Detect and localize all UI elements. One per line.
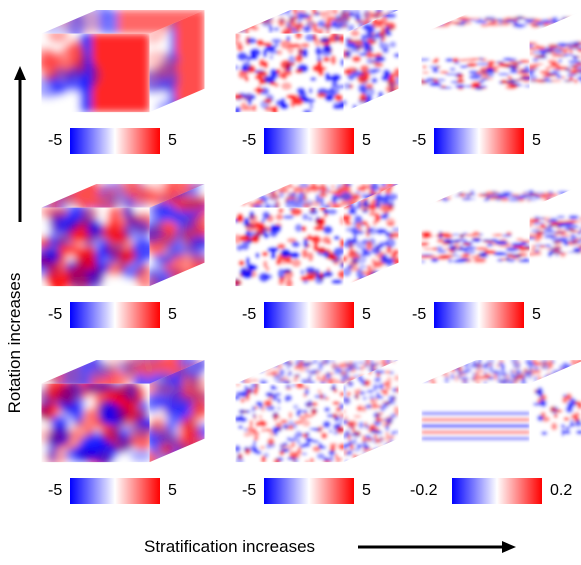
- simulation-cube: [421, 10, 581, 113]
- simulation-cube: [235, 184, 399, 287]
- colorbar-max-label: 5: [168, 306, 177, 323]
- colorbar-gradient: [434, 128, 524, 154]
- colorbar-min-label: -5: [48, 132, 63, 149]
- simulation-cube: [41, 10, 205, 113]
- colorbar-min-label: -5: [242, 132, 257, 149]
- colorbar-gradient: [264, 128, 354, 154]
- panel-r2-c2: -5 5: [224, 184, 414, 364]
- colorbar-min-label: -5: [242, 306, 257, 323]
- colorbar-gradient: [264, 302, 354, 328]
- colorbar-max-label: 5: [362, 482, 371, 499]
- colorbar-max-label: 0.2: [550, 482, 573, 499]
- simulation-cube: [421, 184, 581, 287]
- colorbar-max-label: 5: [168, 132, 177, 149]
- stratification-arrow-icon: [358, 541, 516, 553]
- colorbar-gradient: [70, 302, 160, 328]
- stratification-axis-label: Stratification increases: [144, 537, 316, 556]
- colorbar-max-label: 5: [362, 132, 371, 149]
- colorbar-gradient: [264, 478, 354, 504]
- colorbar-max-label: 5: [168, 482, 177, 499]
- panel-r3-c3: -0.2 0.2: [410, 360, 581, 540]
- colorbar-min-label: -5: [48, 482, 63, 499]
- colorbar-min-label: -5: [48, 306, 63, 323]
- simulation-cube: [421, 360, 581, 463]
- colorbar-max-label: 5: [532, 132, 541, 149]
- panel-r3-c1: -5 5: [30, 360, 220, 540]
- simulation-cube: [235, 360, 399, 463]
- colorbar-gradient: [452, 478, 542, 504]
- colorbar-min-label: -5: [242, 482, 257, 499]
- colorbar-min-label: -5: [412, 306, 427, 323]
- colorbar: -5 5: [48, 128, 212, 154]
- panel-r3-c2: -5 5: [224, 360, 414, 540]
- colorbar: -5 5: [242, 478, 406, 504]
- colorbar: -5 5: [412, 128, 576, 154]
- rotation-axis-label: Rotation increases: [5, 272, 24, 414]
- colorbar: -5 5: [48, 302, 212, 328]
- panel-r2-c1: -5 5: [30, 184, 220, 364]
- colorbar: -5 5: [242, 128, 406, 154]
- panel-r1-c3: -5 5: [410, 10, 581, 190]
- colorbar: -0.2 0.2: [410, 478, 581, 504]
- colorbar-gradient: [70, 478, 160, 504]
- colorbar-max-label: 5: [532, 306, 541, 323]
- colorbar: -5 5: [412, 302, 576, 328]
- rotation-arrow-icon: [14, 66, 26, 222]
- colorbar: -5 5: [242, 302, 406, 328]
- panel-r1-c2: -5 5: [224, 10, 414, 190]
- colorbar-min-label: -0.2: [410, 482, 438, 499]
- colorbar-gradient: [434, 302, 524, 328]
- colorbar-min-label: -5: [412, 132, 427, 149]
- colorbar-max-label: 5: [362, 306, 371, 323]
- colorbar: -5 5: [48, 478, 212, 504]
- panel-r1-c1: -5 5: [30, 10, 220, 190]
- colorbar-gradient: [70, 128, 160, 154]
- simulation-cube: [41, 184, 205, 287]
- simulation-cube: [41, 360, 205, 463]
- simulation-cube: [235, 10, 399, 113]
- panel-r2-c3: -5 5: [410, 184, 581, 364]
